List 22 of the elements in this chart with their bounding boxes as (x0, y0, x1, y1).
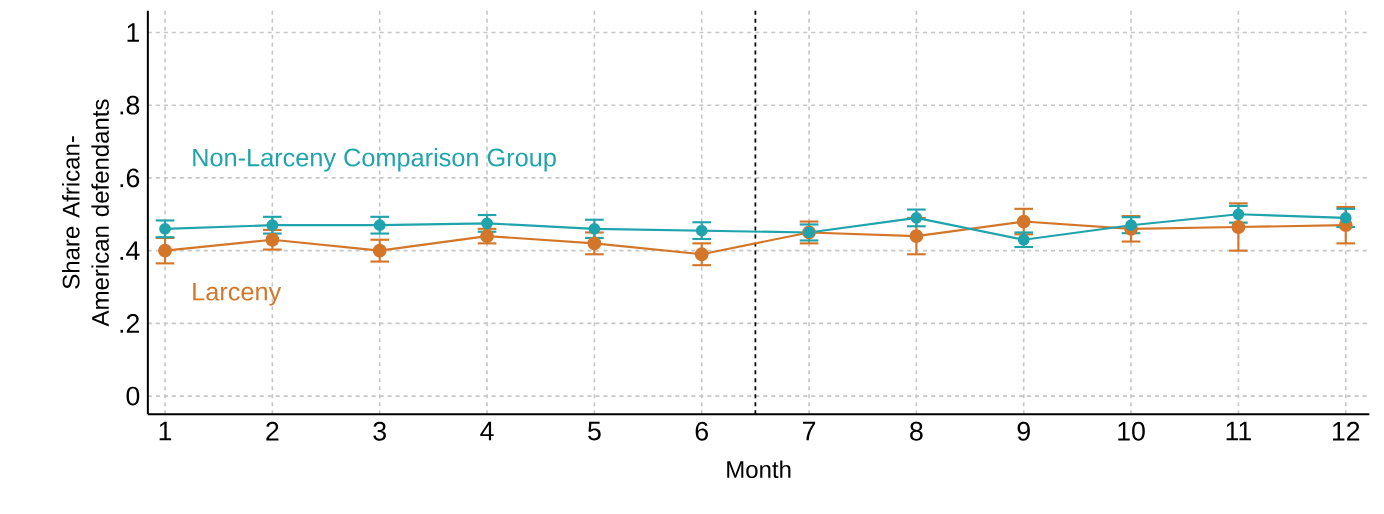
x-tick-label: 8 (910, 421, 923, 441)
x-tick-label: 6 (695, 421, 708, 441)
x-tick-label: 4 (480, 421, 494, 441)
series-label: Larceny (193, 282, 282, 306)
x-tick-label: 2 (266, 421, 279, 441)
y-tick-label: .6 (120, 168, 140, 188)
y-tick-label: .2 (120, 313, 139, 333)
y-axis-title: Share African-American defendants (62, 99, 109, 327)
text: Non-Larceny Comparison Group (193, 147, 556, 172)
x-tick-label: 1 (159, 421, 172, 441)
x-tick-label: 10 (1118, 421, 1145, 441)
x-axis-title: Month (727, 460, 791, 479)
x-tick-label: 7 (803, 421, 816, 441)
x-tick-label: 5 (588, 421, 601, 441)
y-tick-label: .4 (120, 241, 140, 260)
x-tick-label: 11 (1226, 421, 1251, 441)
y-tick-label: .8 (120, 95, 140, 115)
x-tick-label: 3 (373, 421, 386, 441)
x-tick-label: 9 (1017, 421, 1030, 441)
y-tick-label: 0 (126, 386, 140, 406)
y-tick-label: 1 (127, 23, 140, 42)
x-tick-label: 12 (1332, 421, 1360, 441)
